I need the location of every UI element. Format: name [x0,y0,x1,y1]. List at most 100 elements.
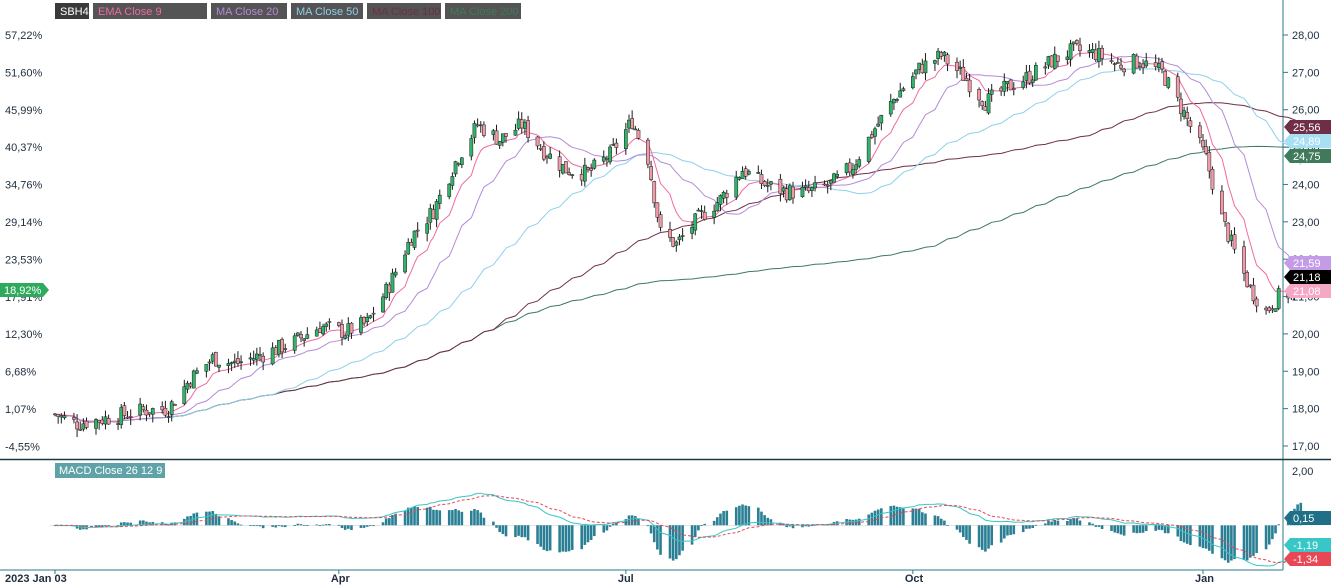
candle-body [434,201,439,220]
candle-body [81,423,86,430]
candle-body [999,87,1004,92]
candle-body [857,159,862,167]
candle [1197,121,1202,144]
legend-item-box [445,3,521,19]
right-axis-tick-label: 19,00 [1292,366,1320,378]
candle-body [1232,234,1237,250]
candle [945,52,950,72]
candle-body [781,187,786,192]
macd-histogram-bar [646,525,650,527]
candle [447,183,452,200]
macd-histogram-bar [734,507,738,526]
macd-histogram-bar [668,525,672,559]
macd-histogram-bar [999,525,1003,543]
left-axis-tick-label: 23,53% [5,254,43,266]
candle [567,167,571,176]
candle-body [538,148,543,150]
candle-body [1220,190,1224,215]
candle-body [630,118,635,129]
macd-histogram-bar [697,525,700,531]
candle [1251,277,1256,305]
candle-body [1065,56,1070,60]
candle-body [1109,60,1114,62]
candle-body [1197,125,1202,138]
candle-body [627,119,631,129]
candle-body [601,156,606,162]
candle-body [453,161,458,175]
macd-histogram-bar [889,506,893,526]
candle-body [254,353,259,360]
macd-histogram-bar [347,525,350,529]
candle-body [1248,284,1253,287]
macd-histogram-bar [634,516,637,526]
candle [1002,73,1007,97]
candle-body [535,136,540,147]
candle-body [743,168,748,177]
macd-histogram-bar [1050,521,1053,526]
candle-body [191,370,196,389]
macd-histogram-bar [1066,521,1069,526]
candle [494,124,499,145]
macd-histogram-bar [1003,525,1006,539]
macd-histogram-bar [1198,525,1202,547]
candle [787,183,792,201]
macd-histogram-bar [757,507,760,526]
candle-body [564,161,568,174]
candle-body [671,237,676,247]
candle-body [169,401,174,415]
candle [207,359,212,371]
candle [406,238,411,255]
candle [898,82,903,98]
candle-body [456,163,461,165]
candle-body [1119,64,1123,69]
candle [1185,106,1190,127]
candle-body [1008,79,1013,91]
candle [1201,133,1205,151]
macd-histogram-bar [857,518,861,526]
macd-tag-label: 0,15 [1293,513,1314,525]
candle [141,404,146,413]
macd-histogram-bar [306,525,309,526]
candle [1204,139,1209,156]
candle-body [696,209,701,212]
candle-body [955,61,959,71]
candle-body [1251,284,1256,302]
candle-body [504,133,508,137]
price-tag-shape [1284,120,1331,134]
candle-body [217,364,221,368]
candle [504,133,508,143]
candle [1131,53,1136,75]
candle-body [1182,110,1186,117]
candle-body [188,383,193,387]
candle [1078,37,1082,57]
candle-body [406,241,411,255]
left-percent-tag-shape [0,283,49,297]
candle-body [213,352,218,367]
candle-body [1207,152,1212,172]
candle-body [1056,55,1060,62]
candle-body [914,69,918,75]
macd-histogram-bar [1009,525,1012,535]
candle-body [560,163,565,174]
candle [674,240,679,252]
macd-histogram-bar [476,510,479,526]
candle [769,180,773,191]
macd-histogram-bar [958,525,962,533]
candle-body [1245,272,1250,288]
macd-histogram-bar [1075,518,1079,526]
macd-histogram-bar [1208,525,1211,551]
macd-histogram-bar [457,510,460,526]
candle [258,347,262,362]
candle-body [425,223,430,234]
macd-histogram-bar [337,524,341,526]
macd-histogram-bar [980,525,984,550]
candle-body [1153,62,1158,67]
candle-body [762,181,767,186]
macd-histogram-bar [340,525,344,529]
candle [166,410,171,423]
candle [734,170,739,201]
candle-body [147,412,152,415]
macd-histogram-bar [107,525,110,527]
macd-histogram-bar [542,525,546,550]
